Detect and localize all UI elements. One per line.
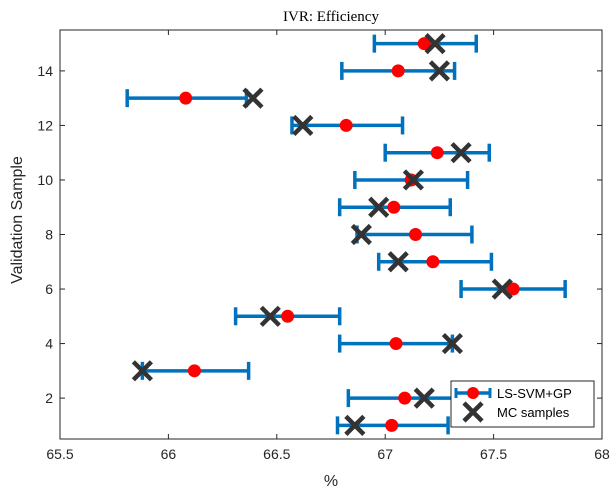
mc-sample-marker [131, 360, 153, 382]
x-tick-label: 66 [161, 446, 177, 462]
errorbar-point [337, 198, 452, 217]
y-tick-label: 8 [45, 227, 53, 243]
x-axis-title: % [324, 473, 338, 490]
errorbar-point [372, 34, 479, 53]
prediction-marker [417, 37, 431, 51]
legend-label: MC samples [497, 405, 570, 420]
prediction-marker [281, 309, 295, 323]
mc-cross-stroke [428, 60, 450, 82]
x-tick-label: 65.5 [46, 446, 73, 462]
plot-area: 65.5 66 66.5 67 67.5 682468101214LS-SVM+GPMC … [37, 29, 610, 462]
errorbar-point [340, 61, 457, 80]
mc-sample-marker [242, 87, 264, 109]
mc-cross-stroke [242, 87, 264, 109]
errorbar-point [459, 280, 567, 299]
prediction-marker [389, 337, 403, 351]
prediction-marker [398, 391, 412, 405]
mc-cross-stroke [292, 114, 314, 137]
y-tick-label: 14 [37, 63, 53, 79]
mc-sample-marker [292, 114, 314, 137]
x-tick-label: 68 [594, 446, 610, 462]
mc-sample-marker [344, 414, 366, 436]
mc-sample-marker [350, 223, 372, 246]
y-tick-label: 4 [45, 336, 53, 352]
prediction-marker [391, 64, 405, 78]
mc-sample-marker [368, 196, 390, 218]
prediction-marker [179, 91, 193, 105]
prediction-marker [409, 228, 423, 241]
mc-sample-marker [387, 251, 409, 273]
mc-cross-stroke [344, 414, 366, 436]
prediction-marker [187, 364, 201, 378]
mc-sample-marker [491, 278, 513, 300]
mc-cross-stroke [413, 387, 435, 409]
mc-sample-marker [259, 305, 281, 327]
x-tick-label: 67 [377, 446, 393, 462]
errorbar-point [290, 116, 405, 135]
prediction-marker [385, 418, 399, 432]
mc-cross-stroke [368, 196, 390, 218]
chart-title: IVR: Efficiency [283, 9, 379, 25]
mc-sample-marker [441, 332, 463, 355]
prediction-marker [339, 118, 353, 132]
x-tick-label: 67.5 [480, 446, 507, 462]
legend: LS-SVM+GP MC samples [450, 380, 595, 428]
legend-mc-cross [462, 401, 484, 423]
mc-cross-stroke [131, 360, 153, 382]
prediction-marker [506, 282, 520, 296]
mc-cross-stroke [450, 142, 472, 164]
legend-prediction-marker [467, 387, 479, 399]
mc-cross-stroke [491, 278, 513, 300]
y-tick-label: 10 [37, 172, 53, 188]
mc-cross-stroke [387, 251, 409, 273]
y-tick-label: 12 [37, 117, 53, 133]
mc-sample-marker [413, 387, 435, 409]
mc-sample-marker [402, 169, 424, 191]
mc-cross-stroke [402, 169, 424, 191]
mc-cross-stroke [441, 332, 463, 355]
mc-sample-marker [428, 60, 450, 82]
y-tick-label: 2 [45, 390, 53, 406]
y-tick-label: 6 [45, 281, 53, 297]
y-axis-title: Validation Sample [9, 156, 26, 284]
legend-label: LS-SVM+GP [497, 386, 572, 401]
errorbar-point [233, 307, 342, 326]
x-tick-label: 66.5 [263, 446, 290, 462]
mc-cross-stroke [259, 305, 281, 327]
prediction-marker [430, 146, 444, 160]
errorbar-point [125, 89, 249, 108]
mc-cross-stroke [350, 223, 372, 246]
mc-sample-marker [424, 33, 446, 55]
mc-sample-marker [450, 142, 472, 164]
prediction-marker [426, 255, 440, 269]
prediction-marker [387, 200, 401, 214]
mc-cross-stroke [424, 33, 446, 55]
errorbar-point [383, 143, 492, 162]
